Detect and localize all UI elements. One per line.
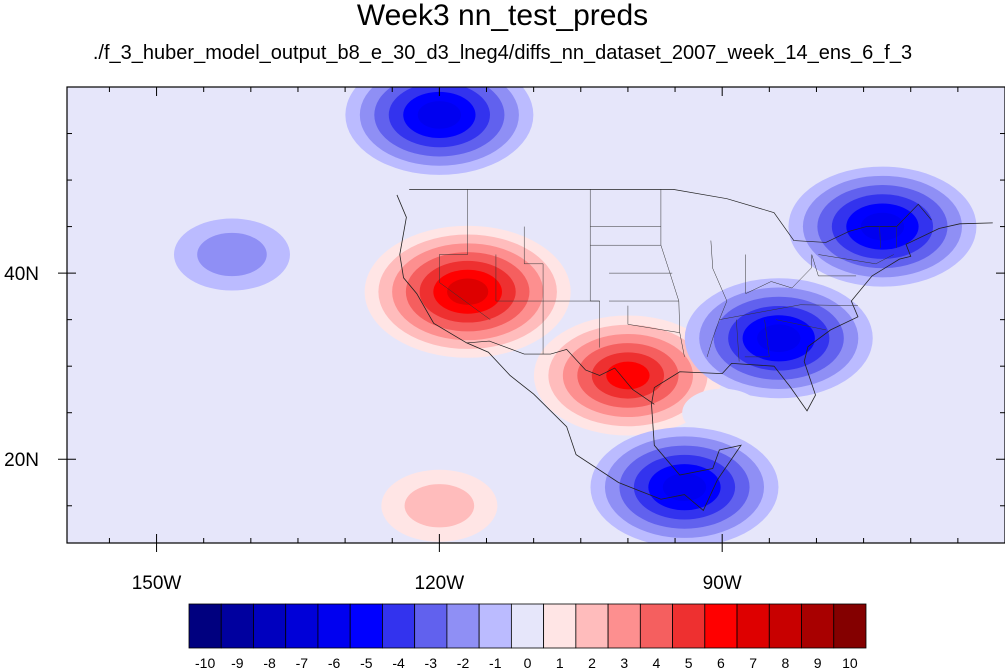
field-region — [447, 278, 489, 305]
x-tick-label: 90W — [703, 573, 742, 594]
field-region — [757, 324, 801, 353]
colorbar-swatch — [285, 603, 319, 649]
field-region — [662, 473, 707, 502]
field-region — [606, 361, 650, 390]
colorbar-label: -2 — [457, 655, 470, 671]
colorbar-swatch — [607, 603, 641, 649]
field-region — [197, 232, 267, 277]
field-region — [404, 484, 475, 528]
field-layer — [67, 87, 1005, 543]
field-region — [682, 388, 763, 437]
axis-layer: 150W 120W 90W 20N 40N — [4, 86, 1005, 594]
colorbar-label: 9 — [814, 655, 822, 671]
colorbar-swatch — [672, 603, 706, 649]
x-tick-label: 150W — [132, 573, 182, 594]
state-boundary — [495, 254, 600, 302]
colorbar-label: -10 — [195, 655, 215, 671]
us-mexico-border — [466, 340, 655, 405]
coastline — [396, 194, 993, 512]
colorbar-swatch — [414, 603, 448, 649]
colorbar-swatch — [768, 603, 802, 649]
state-boundary — [660, 189, 685, 357]
colorbar-label: 8 — [782, 655, 790, 671]
colorbar-swatch — [349, 603, 383, 649]
colorbar: -10 -9 -8 -7 -6 -5 -4 -3 -2 -1 0 1 2 3 4 5 6 7 8 9 10 — [188, 603, 867, 671]
colorbar-label: -8 — [263, 655, 276, 671]
colorbar-label: -5 — [360, 655, 373, 671]
colorbar-swatch — [639, 603, 673, 649]
state-boundary — [775, 319, 826, 331]
state-boundary — [439, 189, 491, 320]
state-boundary — [523, 226, 544, 355]
colorbar-swatch — [736, 603, 770, 649]
colorbar-swatch — [478, 603, 512, 649]
colorbar-label: -1 — [489, 655, 502, 671]
colorbar-label: 3 — [620, 655, 628, 671]
y-tick-label: 20N — [4, 450, 39, 471]
colorbar-label: -9 — [231, 655, 244, 671]
colorbar-swatch — [220, 603, 254, 649]
colorbar-swatch — [510, 603, 545, 649]
state-boundary — [818, 254, 894, 265]
state-boundary — [745, 254, 812, 294]
colorbar-label: 6 — [717, 655, 725, 671]
colorbar-label: -3 — [425, 655, 438, 671]
colorbar-swatch — [833, 603, 867, 649]
state-boundary — [879, 226, 881, 249]
chart-subtitle: ./f_3_huber_model_output_b8_e_30_d3_lneg… — [92, 42, 913, 64]
coastline-layer — [396, 189, 993, 512]
colorbar-swatch — [446, 603, 480, 649]
colorbar-label: 5 — [685, 655, 693, 671]
colorbar-label: -6 — [328, 655, 341, 671]
chart-title: Week3 nn_test_preds — [356, 0, 649, 32]
state-boundary — [736, 319, 740, 362]
colorbar-swatch — [317, 603, 351, 649]
state-boundary — [719, 304, 858, 320]
y-tick-label: 40N — [4, 264, 39, 285]
colorbar-label: 7 — [749, 655, 757, 671]
colorbar-swatch — [801, 603, 835, 649]
colorbar-swatch — [704, 603, 738, 649]
colorbar-swatch — [575, 603, 609, 649]
colorbar-label: 4 — [653, 655, 661, 671]
colorbar-label: 1 — [556, 655, 564, 671]
us-canada-border — [409, 189, 932, 243]
x-tick-label: 120W — [415, 573, 465, 594]
field-region — [417, 101, 462, 129]
state-boundary — [811, 254, 857, 277]
colorbar-label: -4 — [392, 655, 405, 671]
colorbar-swatch — [253, 603, 287, 649]
state-boundary — [744, 319, 770, 358]
colorbar-label: 0 — [524, 655, 532, 671]
plot-frame — [66, 86, 1005, 544]
state-boundary — [627, 305, 680, 333]
colorbar-label: 2 — [588, 655, 596, 671]
colorbar-swatch — [543, 603, 577, 649]
colorbar-swatch — [188, 603, 222, 649]
colorbar-label: 10 — [842, 655, 858, 671]
colorbar-label: -7 — [296, 655, 309, 671]
state-boundary — [706, 240, 728, 357]
colorbar-swatch — [382, 603, 416, 649]
